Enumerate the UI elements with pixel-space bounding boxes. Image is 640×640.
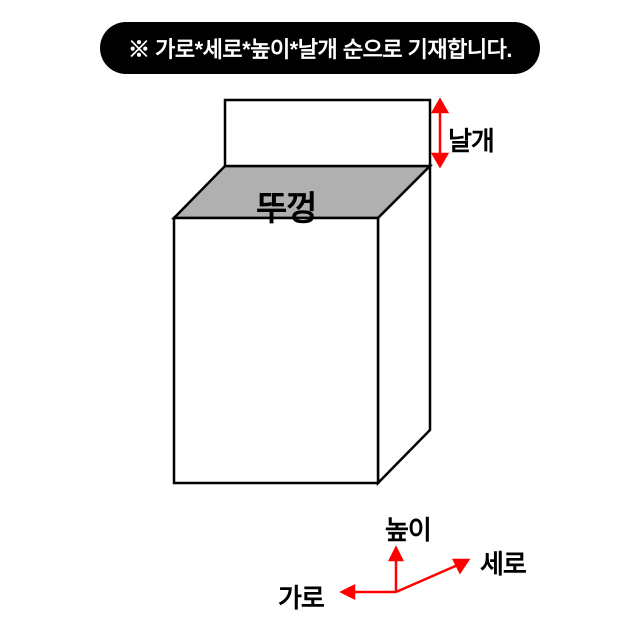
label-flap: 날개 <box>448 121 494 158</box>
label-width: 가로 <box>278 578 324 615</box>
label-lid: 뚜껑 <box>256 181 317 230</box>
box-diagram <box>0 0 640 640</box>
flap-face <box>225 100 430 166</box>
label-depth: 세로 <box>480 544 526 581</box>
flap-dimension-arrow <box>433 100 447 166</box>
front-face <box>174 218 378 483</box>
axis-arrows <box>342 548 468 598</box>
side-face <box>378 166 430 483</box>
label-height: 높이 <box>385 510 431 547</box>
